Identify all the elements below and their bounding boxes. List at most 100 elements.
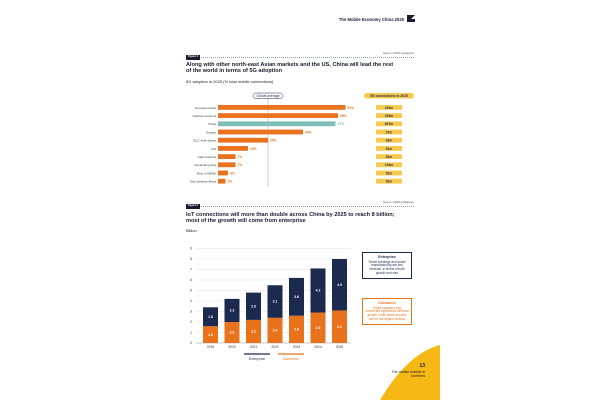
- category-label: Sub-Saharan Africa: [190, 180, 216, 184]
- connections-value: 807m: [385, 122, 394, 126]
- consumer-value-label: 2.4: [273, 329, 278, 333]
- category-label: Rest of MENA: [197, 171, 216, 175]
- report-logo-icon: [407, 15, 415, 22]
- y-tick-label: 9: [190, 247, 192, 251]
- category-label: Europe: [206, 130, 216, 134]
- category-label: Developing Asia: [194, 163, 216, 167]
- connections-cell: [376, 121, 402, 127]
- figure5-unit-label: Billion: [186, 228, 197, 233]
- enterprise-value-label: 4.9: [337, 283, 342, 287]
- enterprise-bar: [310, 268, 326, 313]
- bar-value-label: 3%: [228, 180, 233, 184]
- consumer-value-label: 2.9: [316, 326, 321, 330]
- bar: [218, 154, 236, 159]
- connections-value: 51m: [386, 171, 393, 175]
- enterprise-callout: Enterprise Smart buildings and smart man…: [362, 252, 412, 279]
- consumer-bar: [246, 319, 261, 343]
- category-label: GCC Arab States: [193, 139, 217, 143]
- figure4-title: Along with other north-east Asian market…: [186, 62, 394, 75]
- x-tick-label: 2023: [293, 345, 301, 349]
- y-tick-label: 8: [190, 257, 192, 261]
- connections-value: 16m: [386, 139, 393, 143]
- consumer-callout-title: Consumer: [378, 301, 396, 305]
- connections-value: 194m: [385, 163, 394, 167]
- enterprise-bar: [267, 285, 283, 318]
- consumer-value-label: 3.1: [337, 325, 342, 329]
- connections-cell: [376, 146, 402, 151]
- consumer-bar: [289, 315, 304, 343]
- consumer-bar: [332, 310, 347, 343]
- figure4-subtitle: 5G adoption in 2025 (% total mobile conn…: [186, 79, 274, 84]
- enterprise-bar: [332, 259, 347, 311]
- legend-consumer-label: Consumer: [283, 357, 300, 361]
- consumer-bar: [224, 322, 240, 343]
- y-tick-label: 3: [190, 310, 192, 314]
- bar-value-label: 7%: [238, 155, 243, 159]
- enterprise-bar: [246, 292, 261, 320]
- x-tick-label: 2019: [207, 345, 215, 349]
- x-tick-label: 2025: [336, 345, 344, 349]
- x-tick-label: 2024: [314, 345, 322, 349]
- consumer-value-label: 1.6: [208, 333, 213, 337]
- connections-cell: [376, 170, 402, 176]
- page-section-note: The mobile market in numbers: [391, 370, 425, 379]
- figure4-chart: Global average 5G connections in 2025 Deve…: [190, 92, 414, 187]
- x-tick-label: 2020: [228, 345, 236, 349]
- enterprise-bar: [203, 307, 218, 327]
- figure5-divider: [186, 206, 414, 207]
- consumer-callout-body: Smart speakers and connected appliances …: [365, 305, 409, 321]
- figure4-divider: [186, 57, 414, 58]
- enterprise-value-label: 1.8: [208, 315, 213, 319]
- enterprise-value-label: 2.2: [230, 309, 235, 313]
- bar-value-label: 7%: [238, 163, 243, 167]
- legend-enterprise-label: Enterprise: [249, 357, 265, 361]
- enterprise-callout-body: Smart buildings and smart manufacturing …: [368, 259, 406, 275]
- figure4-tag: Figure 4: [186, 55, 201, 60]
- bar: [218, 105, 346, 110]
- global-average-label: Global average: [257, 94, 280, 98]
- enterprise-value-label: 3.6: [294, 295, 299, 299]
- figure5-title: IoT connections will more than double ac…: [186, 212, 395, 225]
- bar: [218, 129, 303, 135]
- y-tick-label: 4: [190, 299, 192, 303]
- y-tick-label: 7: [190, 268, 192, 272]
- figure5-tag: Figure 5: [186, 204, 201, 209]
- consumer-bar: [310, 312, 326, 343]
- category-label: Northern America: [193, 114, 217, 118]
- bar-value-label: 4%: [230, 171, 235, 175]
- bar-value-label: 51%: [348, 106, 355, 110]
- bar-value-label: 48%: [340, 114, 347, 118]
- consumer-value-label: 2.0: [230, 331, 235, 335]
- connections-value: 51m: [386, 147, 393, 151]
- y-tick-label: 1: [190, 331, 192, 335]
- bar: [218, 170, 228, 176]
- figure4-source: Source: GSMA Intelligence: [383, 52, 414, 55]
- bar: [218, 178, 226, 184]
- connections-cell: [376, 162, 402, 168]
- connections-cell: [376, 129, 402, 135]
- enterprise-bar: [224, 298, 240, 322]
- connections-cell: [376, 105, 402, 110]
- consumer-bar: [267, 317, 283, 343]
- category-label: CIS: [211, 147, 216, 151]
- global-average-pill: [252, 92, 284, 99]
- document-title: The Mobile Economy China 2025: [338, 17, 404, 22]
- y-tick-label: 2: [190, 320, 192, 324]
- bar-value-label: 12%: [250, 147, 257, 151]
- category-label: Latin America: [198, 155, 217, 159]
- enterprise-callout-title: Enterprise: [378, 255, 396, 259]
- bar: [218, 121, 336, 127]
- bar: [218, 137, 268, 143]
- connections-cell: [376, 113, 402, 118]
- connections-value: 205m: [385, 114, 394, 118]
- consumer-value-label: 2.6: [294, 328, 299, 332]
- bar-value-label: 34%: [305, 130, 312, 134]
- connections-cell: [376, 137, 402, 143]
- enterprise-value-label: 4.2: [316, 289, 321, 293]
- enterprise-bar: [289, 277, 304, 316]
- connections-cell: [376, 178, 402, 184]
- bar: [218, 146, 248, 151]
- connections-value: 27m: [386, 130, 393, 134]
- y-tick-label: 0: [190, 341, 192, 345]
